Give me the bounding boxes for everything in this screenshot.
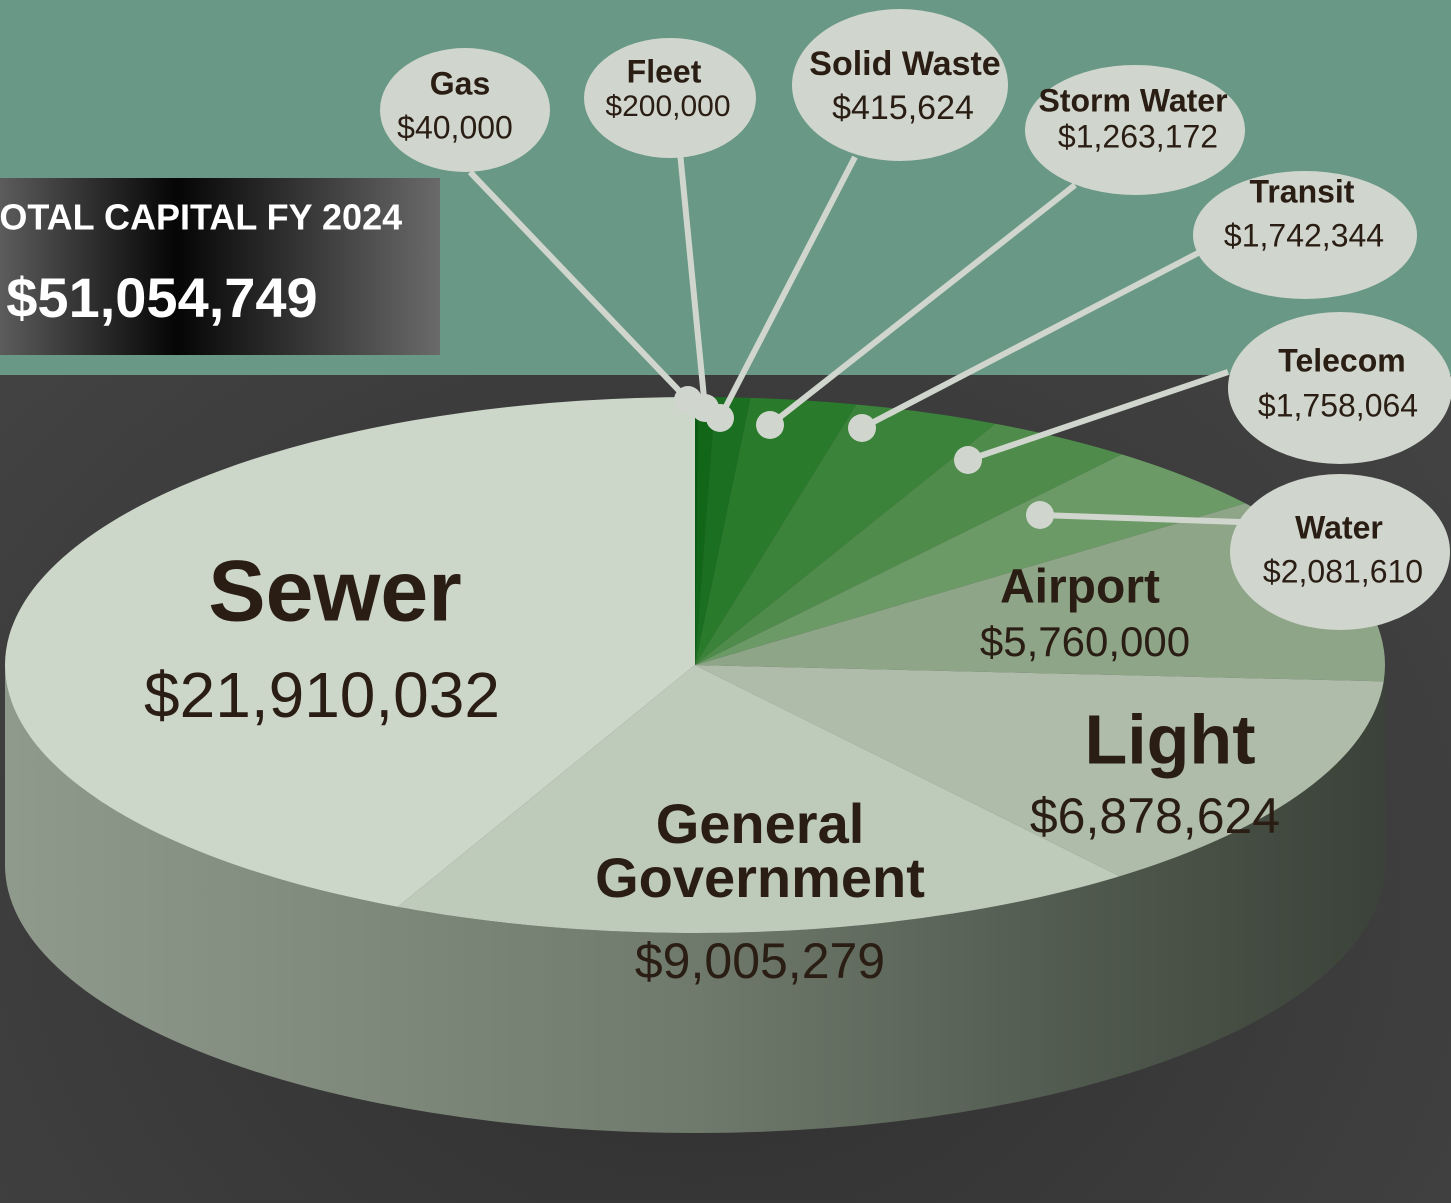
leader-dot: [1026, 501, 1054, 529]
slice-name: Storm Water: [1038, 82, 1227, 118]
leader-line: [860, 249, 1202, 431]
slice-value: $21,910,032: [144, 659, 500, 731]
slice-value: $1,263,172: [1058, 118, 1218, 154]
pie-slice: [695, 397, 699, 665]
slice-name: Telecom: [1278, 342, 1405, 378]
callout-bubble: [584, 38, 756, 158]
slice-value: $6,878,624: [1030, 788, 1280, 844]
leader-line: [967, 369, 1229, 463]
pie-side: [5, 665, 1385, 1133]
slice-value: $9,005,279: [635, 933, 885, 989]
callout-bubble: [380, 48, 550, 172]
leader-line: [768, 182, 1077, 428]
pie-slice: [695, 503, 1386, 682]
leader-line: [467, 169, 691, 403]
slice-value: $200,000: [605, 90, 730, 123]
pie-slice: [695, 397, 716, 665]
pie-slice: [5, 397, 695, 907]
leader-line: [717, 155, 858, 420]
leader-line: [677, 151, 708, 409]
total-value: $51,054,749: [6, 266, 317, 329]
pie-slice: [695, 423, 1122, 665]
callout-bubble: [1193, 171, 1417, 299]
slice-name: Light: [1084, 700, 1255, 778]
pie-slice: [695, 665, 1384, 877]
pie-slice: [397, 665, 1120, 933]
callout-bubble: [1228, 312, 1451, 464]
slice-value: $2,081,610: [1263, 553, 1423, 589]
pie-slice: [695, 397, 751, 665]
slice-value: $5,760,000: [980, 618, 1190, 665]
slice-name: Sewer: [208, 544, 461, 640]
slice-name: Solid Waste: [809, 45, 1000, 83]
pie-slice: [695, 397, 857, 665]
leader-dot: [848, 414, 876, 442]
slice-name: Airport: [1000, 561, 1160, 614]
leader-dot: [756, 411, 784, 439]
callout-bubble: [792, 9, 1008, 161]
slice-name: Fleet: [627, 53, 702, 89]
pie-slice: [695, 404, 996, 665]
slice-name: Water: [1295, 509, 1383, 545]
slice-name: Transit: [1250, 173, 1355, 209]
leader-line: [1039, 512, 1241, 525]
leader-dot: [954, 446, 982, 474]
slice-value: $1,742,344: [1224, 217, 1384, 253]
pie-slice: [695, 454, 1246, 665]
slice-value: $1,758,064: [1258, 387, 1418, 423]
chart-title: TOTAL CAPITAL FY 2024: [0, 197, 402, 238]
slice-name: General Government: [595, 792, 925, 909]
slice-value: $40,000: [397, 109, 513, 145]
total-box: [0, 178, 440, 355]
leader-dot: [706, 404, 734, 432]
callout-bubble: [1230, 474, 1450, 630]
slice-value: $415,624: [832, 89, 974, 127]
callout-bubble: [1025, 65, 1245, 195]
slice-name: Gas: [430, 65, 490, 101]
